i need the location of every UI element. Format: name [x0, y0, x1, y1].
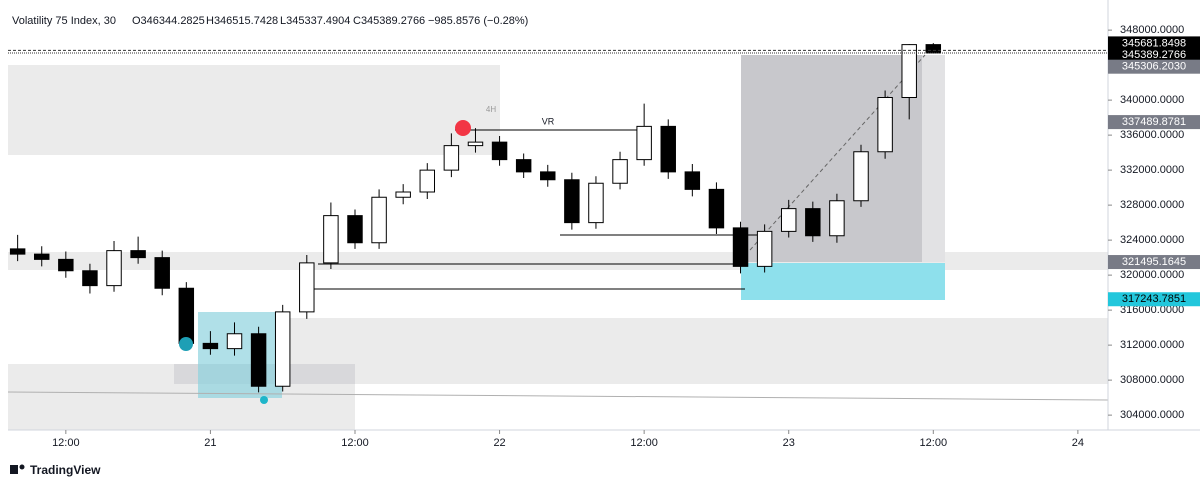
y-tick-label: 336000.0000	[1120, 129, 1184, 141]
candle-body	[299, 262, 315, 313]
y-tick-label: 328000.0000	[1120, 199, 1184, 211]
x-tick-label: 12:00	[630, 437, 658, 449]
x-tick-label: 24	[1072, 437, 1084, 449]
candle-body	[58, 258, 74, 272]
ohlc: O346344.2825	[132, 15, 205, 27]
candle-body	[154, 257, 170, 289]
price-tag	[1108, 36, 1200, 51]
axes: 348000.0000 340000.0000 336000.0000 332000.…	[8, 24, 1200, 449]
candle-body	[756, 230, 773, 267]
price-tag	[1108, 115, 1200, 130]
y-tick-label: 340000.0000	[1120, 94, 1184, 106]
candle-body	[805, 208, 821, 237]
ohlc: C345389.2766	[353, 15, 425, 27]
candle-body	[732, 227, 749, 267]
marker	[179, 337, 193, 351]
candle-body	[395, 191, 411, 198]
y-tick-label: 348000.0000	[1120, 24, 1184, 36]
candle-body	[371, 196, 387, 244]
candle-body	[636, 125, 652, 161]
zone	[8, 65, 500, 155]
candle-body	[780, 208, 797, 232]
markers: VR 4H	[179, 105, 555, 404]
candle-body	[347, 215, 363, 244]
zones	[7, 54, 1109, 430]
candle-body	[323, 215, 339, 264]
price-tag-label: 337489.8781	[1122, 116, 1186, 128]
candle-body	[515, 159, 532, 173]
candle-body	[226, 333, 243, 350]
title: Volatility 75 Index, 30	[12, 15, 116, 27]
zone	[280, 318, 1108, 384]
price-tag-label: 317243.7851	[1122, 293, 1186, 305]
annotation: VR	[542, 116, 555, 126]
candle-body	[34, 253, 50, 260]
price-tag-label: 345389.2766	[1122, 49, 1186, 61]
candles	[9, 43, 942, 393]
candle-body	[660, 125, 676, 173]
projection-line	[749, 54, 926, 251]
candle-body	[82, 270, 98, 287]
ohlc: −985.8576 (−0.28%)	[428, 15, 528, 27]
candle-body	[9, 248, 26, 255]
logo	[19, 464, 25, 470]
price-tag	[1108, 255, 1200, 270]
candle-body	[443, 145, 460, 171]
x-tick-label: 21	[204, 437, 216, 449]
candle-body	[491, 141, 508, 161]
y-tick-label: 324000.0000	[1120, 234, 1184, 246]
price-tag-label: 345306.2030	[1122, 61, 1186, 73]
candle-body	[274, 311, 291, 387]
y-tick-label: 312000.0000	[1120, 339, 1184, 351]
y-tick-label: 320000.0000	[1120, 269, 1184, 281]
candle-body	[250, 333, 267, 387]
y-tick-label: 332000.0000	[1120, 164, 1184, 176]
candle-body	[877, 97, 893, 153]
candle-body	[540, 171, 556, 181]
y-tick-label: 304000.0000	[1120, 409, 1184, 421]
candle-body	[684, 171, 701, 190]
ohlc: L345337.4904	[280, 15, 350, 27]
price-tag	[1108, 47, 1200, 62]
candle-body	[708, 188, 725, 229]
candle-body	[925, 44, 942, 54]
candle-body	[467, 141, 484, 147]
x-tick-label: 12:00	[920, 437, 948, 449]
position-box	[741, 263, 945, 300]
candle-body	[419, 169, 436, 193]
brand-name: TradingView	[30, 463, 101, 477]
price-tag-label: 345681.8498	[1122, 37, 1186, 49]
x-tick-label: 12:00	[52, 437, 80, 449]
position-box	[922, 55, 945, 262]
y-tick-label: 308000.0000	[1120, 374, 1184, 386]
marker	[455, 120, 471, 136]
logo	[10, 465, 18, 474]
annotation: 4H	[486, 105, 496, 114]
candle-body	[202, 342, 219, 350]
price-tag	[1108, 292, 1200, 307]
candle-body	[130, 250, 146, 259]
candle-body	[178, 287, 195, 344]
candle-body	[829, 200, 845, 237]
x-tick-label: 23	[783, 437, 795, 449]
zone	[198, 312, 282, 398]
price-tag	[1108, 59, 1200, 74]
header: Volatility 75 Index, 30 O346344.2825 H34…	[12, 15, 528, 27]
candle-body	[564, 179, 580, 224]
trend-line	[7, 391, 1109, 401]
price-tag-label: 321495.1645	[1122, 256, 1186, 268]
marker	[260, 396, 268, 404]
brand: TradingView	[10, 463, 101, 477]
candle-body	[853, 151, 869, 202]
x-tick-label: 22	[493, 437, 505, 449]
y-tick-label: 316000.0000	[1120, 304, 1184, 316]
candle-body	[901, 44, 917, 98]
x-tick-label: 12:00	[341, 437, 369, 449]
ohlc: H346515.7428	[206, 15, 278, 27]
candle-body	[612, 159, 628, 184]
candle-body	[588, 182, 604, 224]
candle-body	[106, 250, 122, 287]
